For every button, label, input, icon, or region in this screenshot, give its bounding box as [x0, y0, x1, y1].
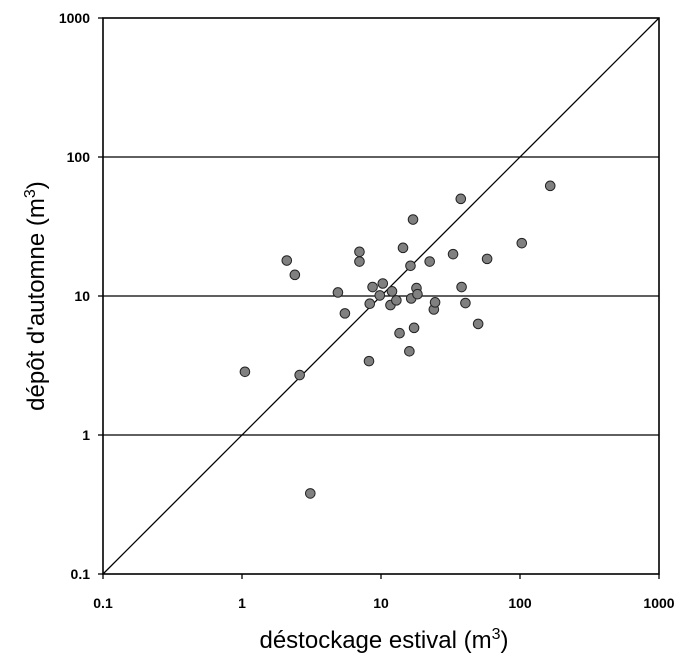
data-point: [456, 281, 467, 293]
data-points: [239, 180, 556, 499]
data-point: [397, 242, 409, 254]
y-axis-ticks: 0.1 1 10 100 1000: [59, 10, 103, 582]
data-point: [407, 214, 419, 225]
data-point: [455, 193, 467, 205]
data-point: [481, 253, 493, 265]
data-point: [386, 286, 398, 297]
y-tick-label: 10: [74, 288, 90, 304]
x-tick-label: 0.1: [93, 595, 113, 611]
data-point: [367, 281, 378, 293]
data-point: [364, 298, 376, 310]
data-point: [391, 295, 402, 306]
x-tick-label: 1000: [643, 595, 674, 611]
data-point: [363, 355, 375, 367]
x-tick-label: 100: [508, 595, 532, 611]
data-point: [544, 180, 556, 192]
data-point: [294, 369, 305, 381]
data-point: [516, 237, 528, 249]
y-tick-label: 1000: [59, 10, 90, 26]
data-point: [374, 290, 386, 301]
data-point: [377, 278, 389, 289]
data-point: [460, 297, 471, 309]
data-point: [472, 318, 484, 330]
data-point: [447, 248, 459, 260]
y-tick-label: 100: [67, 149, 91, 165]
data-point: [239, 366, 251, 378]
data-point: [408, 322, 420, 334]
data-point: [354, 246, 365, 258]
x-tick-label: 10: [373, 595, 389, 611]
data-point: [394, 327, 405, 339]
data-point: [304, 488, 316, 499]
data-point: [405, 260, 416, 272]
x-axis-ticks: 0.1 1 10 100 1000: [93, 574, 675, 611]
y-axis-title: dépôt d'automne (m3): [22, 181, 50, 411]
x-tick-label: 1: [238, 595, 246, 611]
data-point: [429, 297, 441, 308]
y-tick-label: 1: [82, 427, 90, 443]
data-point: [412, 288, 423, 300]
data-point: [404, 346, 415, 357]
data-point: [289, 269, 301, 281]
data-point: [281, 255, 293, 266]
x-axis-title: déstockage estival (m3): [259, 626, 508, 654]
data-point: [339, 308, 351, 319]
data-point: [354, 256, 365, 267]
data-point: [332, 287, 344, 298]
data-point: [424, 256, 435, 267]
y-tick-label: 0.1: [71, 566, 91, 582]
